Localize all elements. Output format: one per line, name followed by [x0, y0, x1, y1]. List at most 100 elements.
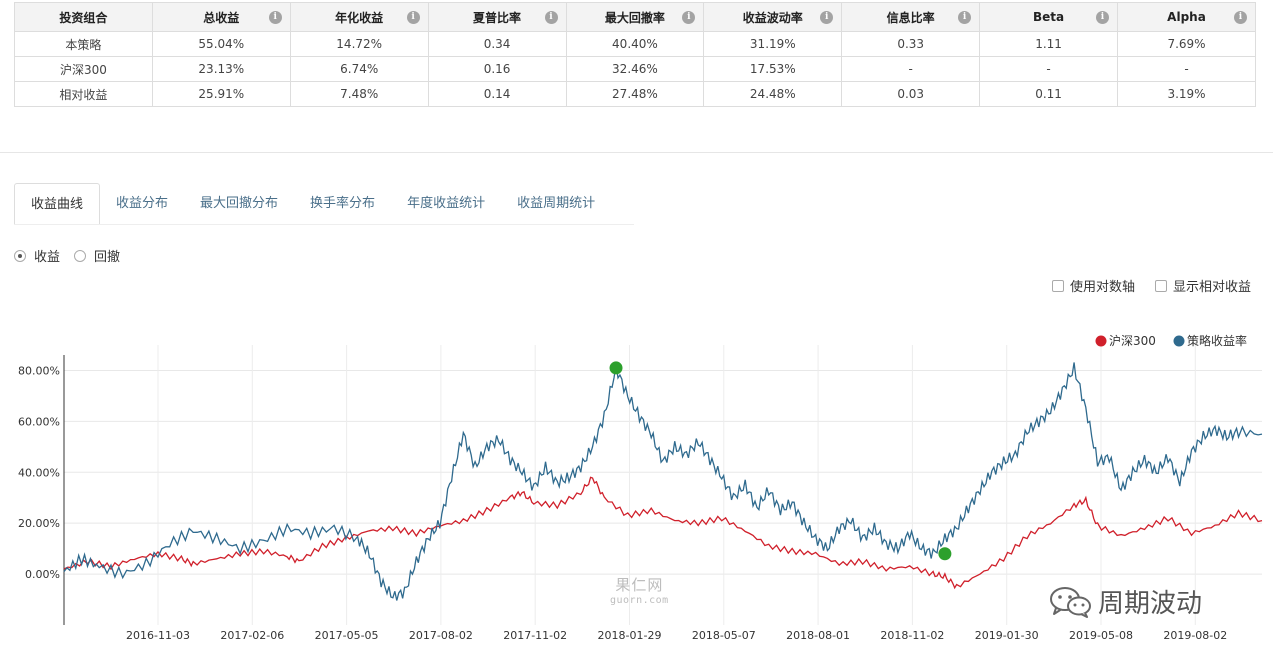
table-cell: -	[1117, 56, 1256, 82]
x-tick-label: 2017-02-06	[220, 629, 284, 642]
table-cell: 31.19%	[703, 31, 843, 57]
y-tick-label: 40.00%	[18, 466, 60, 479]
table-row: 本策略 55.04% 14.72% 0.34 40.40% 31.19% 0.33 1.11 7…	[14, 31, 1256, 57]
x-tick-label: 2019-08-02	[1163, 629, 1227, 642]
x-tick-label: 2018-08-01	[786, 629, 850, 642]
extreme-marker	[938, 547, 952, 561]
col-header-label: 投资组合	[59, 10, 108, 25]
col-header-2[interactable]: 年化收益 i	[289, 2, 429, 32]
mode-radio-group: 收益 回撤	[14, 246, 134, 265]
table-cell: 24.48%	[703, 81, 843, 107]
table-cell: 0.03	[841, 81, 981, 107]
table-cell: -	[979, 56, 1118, 82]
table-cell: -	[841, 56, 981, 82]
tab-2[interactable]: 最大回撤分布	[200, 196, 279, 211]
stats-table: 投资组合 总收益 i 年化收益 i 夏普比率 i 最大回撤率 i 收益波动率 i 信息比率 i Beta i…	[14, 2, 1256, 107]
col-header-8[interactable]: Alpha i	[1117, 2, 1256, 32]
legend-marker	[1173, 335, 1185, 347]
table-cell: 14.72%	[289, 31, 429, 57]
col-header-4[interactable]: 最大回撤率 i	[565, 2, 705, 32]
col-header-7[interactable]: Beta i	[979, 2, 1118, 32]
col-header-3[interactable]: 夏普比率 i	[427, 2, 567, 32]
watermark-text: 果仁网	[615, 576, 664, 594]
info-icon[interactable]: i	[544, 11, 558, 24]
legend-marker	[1095, 335, 1107, 347]
table-cell: 相对收益	[14, 81, 153, 107]
col-header-0: 投资组合	[14, 2, 153, 32]
x-tick-label: 2017-08-02	[409, 629, 473, 642]
table-cell: 7.48%	[289, 81, 429, 107]
legend-label: 沪深300	[1109, 334, 1156, 348]
table-cell: 0.34	[427, 31, 567, 57]
x-tick-label: 2016-11-03	[126, 629, 190, 642]
table-cell: 6.74%	[289, 56, 429, 82]
chart-tabs: 收益曲线 收益分布 最大回撤分布 换手率分布 年度收益统计 收益周期统计	[14, 183, 611, 225]
table-cell: 23.13%	[151, 56, 291, 82]
checkbox-label: 使用对数轴	[1069, 280, 1135, 295]
col-header-label: 收益波动率	[742, 10, 803, 25]
info-icon[interactable]: i	[820, 11, 834, 24]
extreme-marker	[609, 361, 623, 375]
table-cell: 沪深300	[14, 56, 153, 82]
radio-dot[interactable]	[14, 249, 26, 262]
checkbox-box[interactable]	[1154, 279, 1167, 292]
chart-options: 使用对数轴 显示相对收益	[1032, 276, 1251, 295]
wechat-account-name: 周期波动	[1098, 589, 1203, 619]
legend-label: 策略收益率	[1187, 333, 1247, 348]
table-cell: 7.69%	[1117, 31, 1256, 57]
table-cell: 32.46%	[565, 56, 705, 82]
col-header-1[interactable]: 总收益 i	[151, 2, 291, 32]
y-tick-label: 0.00%	[25, 568, 60, 581]
table-cell: 0.16	[427, 56, 567, 82]
x-tick-label: 2017-11-02	[503, 629, 567, 642]
stats-header-row: 投资组合 总收益 i 年化收益 i 夏普比率 i 最大回撤率 i 收益波动率 i 信息比率 i Beta i…	[14, 2, 1256, 32]
table-cell: 本策略	[14, 31, 153, 57]
y-tick-label: 20.00%	[18, 517, 60, 530]
info-icon[interactable]: i	[1096, 11, 1109, 24]
y-tick-label: 60.00%	[18, 415, 60, 428]
table-cell: 0.33	[841, 31, 981, 57]
col-header-label: 信息比率	[886, 10, 935, 25]
checkbox-1[interactable]: 显示相对收益	[1154, 276, 1251, 295]
table-cell: 25.91%	[151, 81, 291, 107]
table-row: 沪深300 23.13% 6.74% 0.16 32.46% 17.53% - - -	[14, 56, 1256, 82]
tab-5[interactable]: 收益周期统计	[517, 196, 596, 211]
info-icon[interactable]: i	[958, 11, 972, 24]
info-icon[interactable]: i	[406, 11, 420, 24]
table-row: 相对收益 25.91% 7.48% 0.14 27.48% 24.48% 0.03 0.11 3…	[14, 81, 1256, 107]
radio-1[interactable]: 回撤	[74, 246, 120, 265]
x-tick-label: 2017-05-05	[315, 629, 379, 642]
table-cell: 0.11	[979, 81, 1118, 107]
checkbox-0[interactable]: 使用对数轴	[1051, 276, 1135, 295]
info-icon[interactable]: i	[268, 11, 282, 24]
checkbox-box[interactable]	[1051, 279, 1064, 292]
table-cell: 3.19%	[1117, 81, 1256, 107]
tab-3[interactable]: 换手率分布	[310, 196, 376, 211]
series-line-1	[63, 362, 1263, 601]
tab-1[interactable]: 收益分布	[116, 196, 169, 211]
tab-4[interactable]: 年度收益统计	[407, 196, 486, 211]
tab-underline	[14, 224, 634, 225]
table-cell: 27.48%	[565, 81, 705, 107]
radio-0[interactable]: 收益	[14, 246, 60, 265]
table-cell: 55.04%	[151, 31, 291, 57]
radio-dot[interactable]	[74, 249, 87, 262]
wechat-icon	[1050, 586, 1091, 618]
info-icon[interactable]: i	[682, 11, 696, 24]
col-header-5[interactable]: 收益波动率 i	[703, 2, 843, 32]
watermark-sub: guorn.com	[610, 595, 669, 606]
col-header-label: Beta	[1033, 10, 1065, 24]
col-header-6[interactable]: 信息比率 i	[841, 2, 981, 32]
x-tick-label: 2019-05-08	[1069, 629, 1133, 642]
y-tick-label: 80.00%	[18, 364, 60, 377]
col-header-label: 年化收益	[335, 10, 384, 25]
tab-0[interactable]: 收益曲线	[14, 183, 101, 225]
checkbox-label: 显示相对收益	[1172, 280, 1251, 295]
wechat-badge: 周期波动	[1048, 583, 1202, 620]
col-header-label: 夏普比率	[473, 10, 522, 25]
info-icon[interactable]: i	[1234, 11, 1247, 24]
x-tick-label: 2018-11-02	[880, 629, 944, 642]
x-tick-label: 2018-01-29	[598, 629, 662, 642]
stats-body: 本策略 55.04% 14.72% 0.34 40.40% 31.19% 0.33 1.11 7…	[14, 31, 1256, 107]
